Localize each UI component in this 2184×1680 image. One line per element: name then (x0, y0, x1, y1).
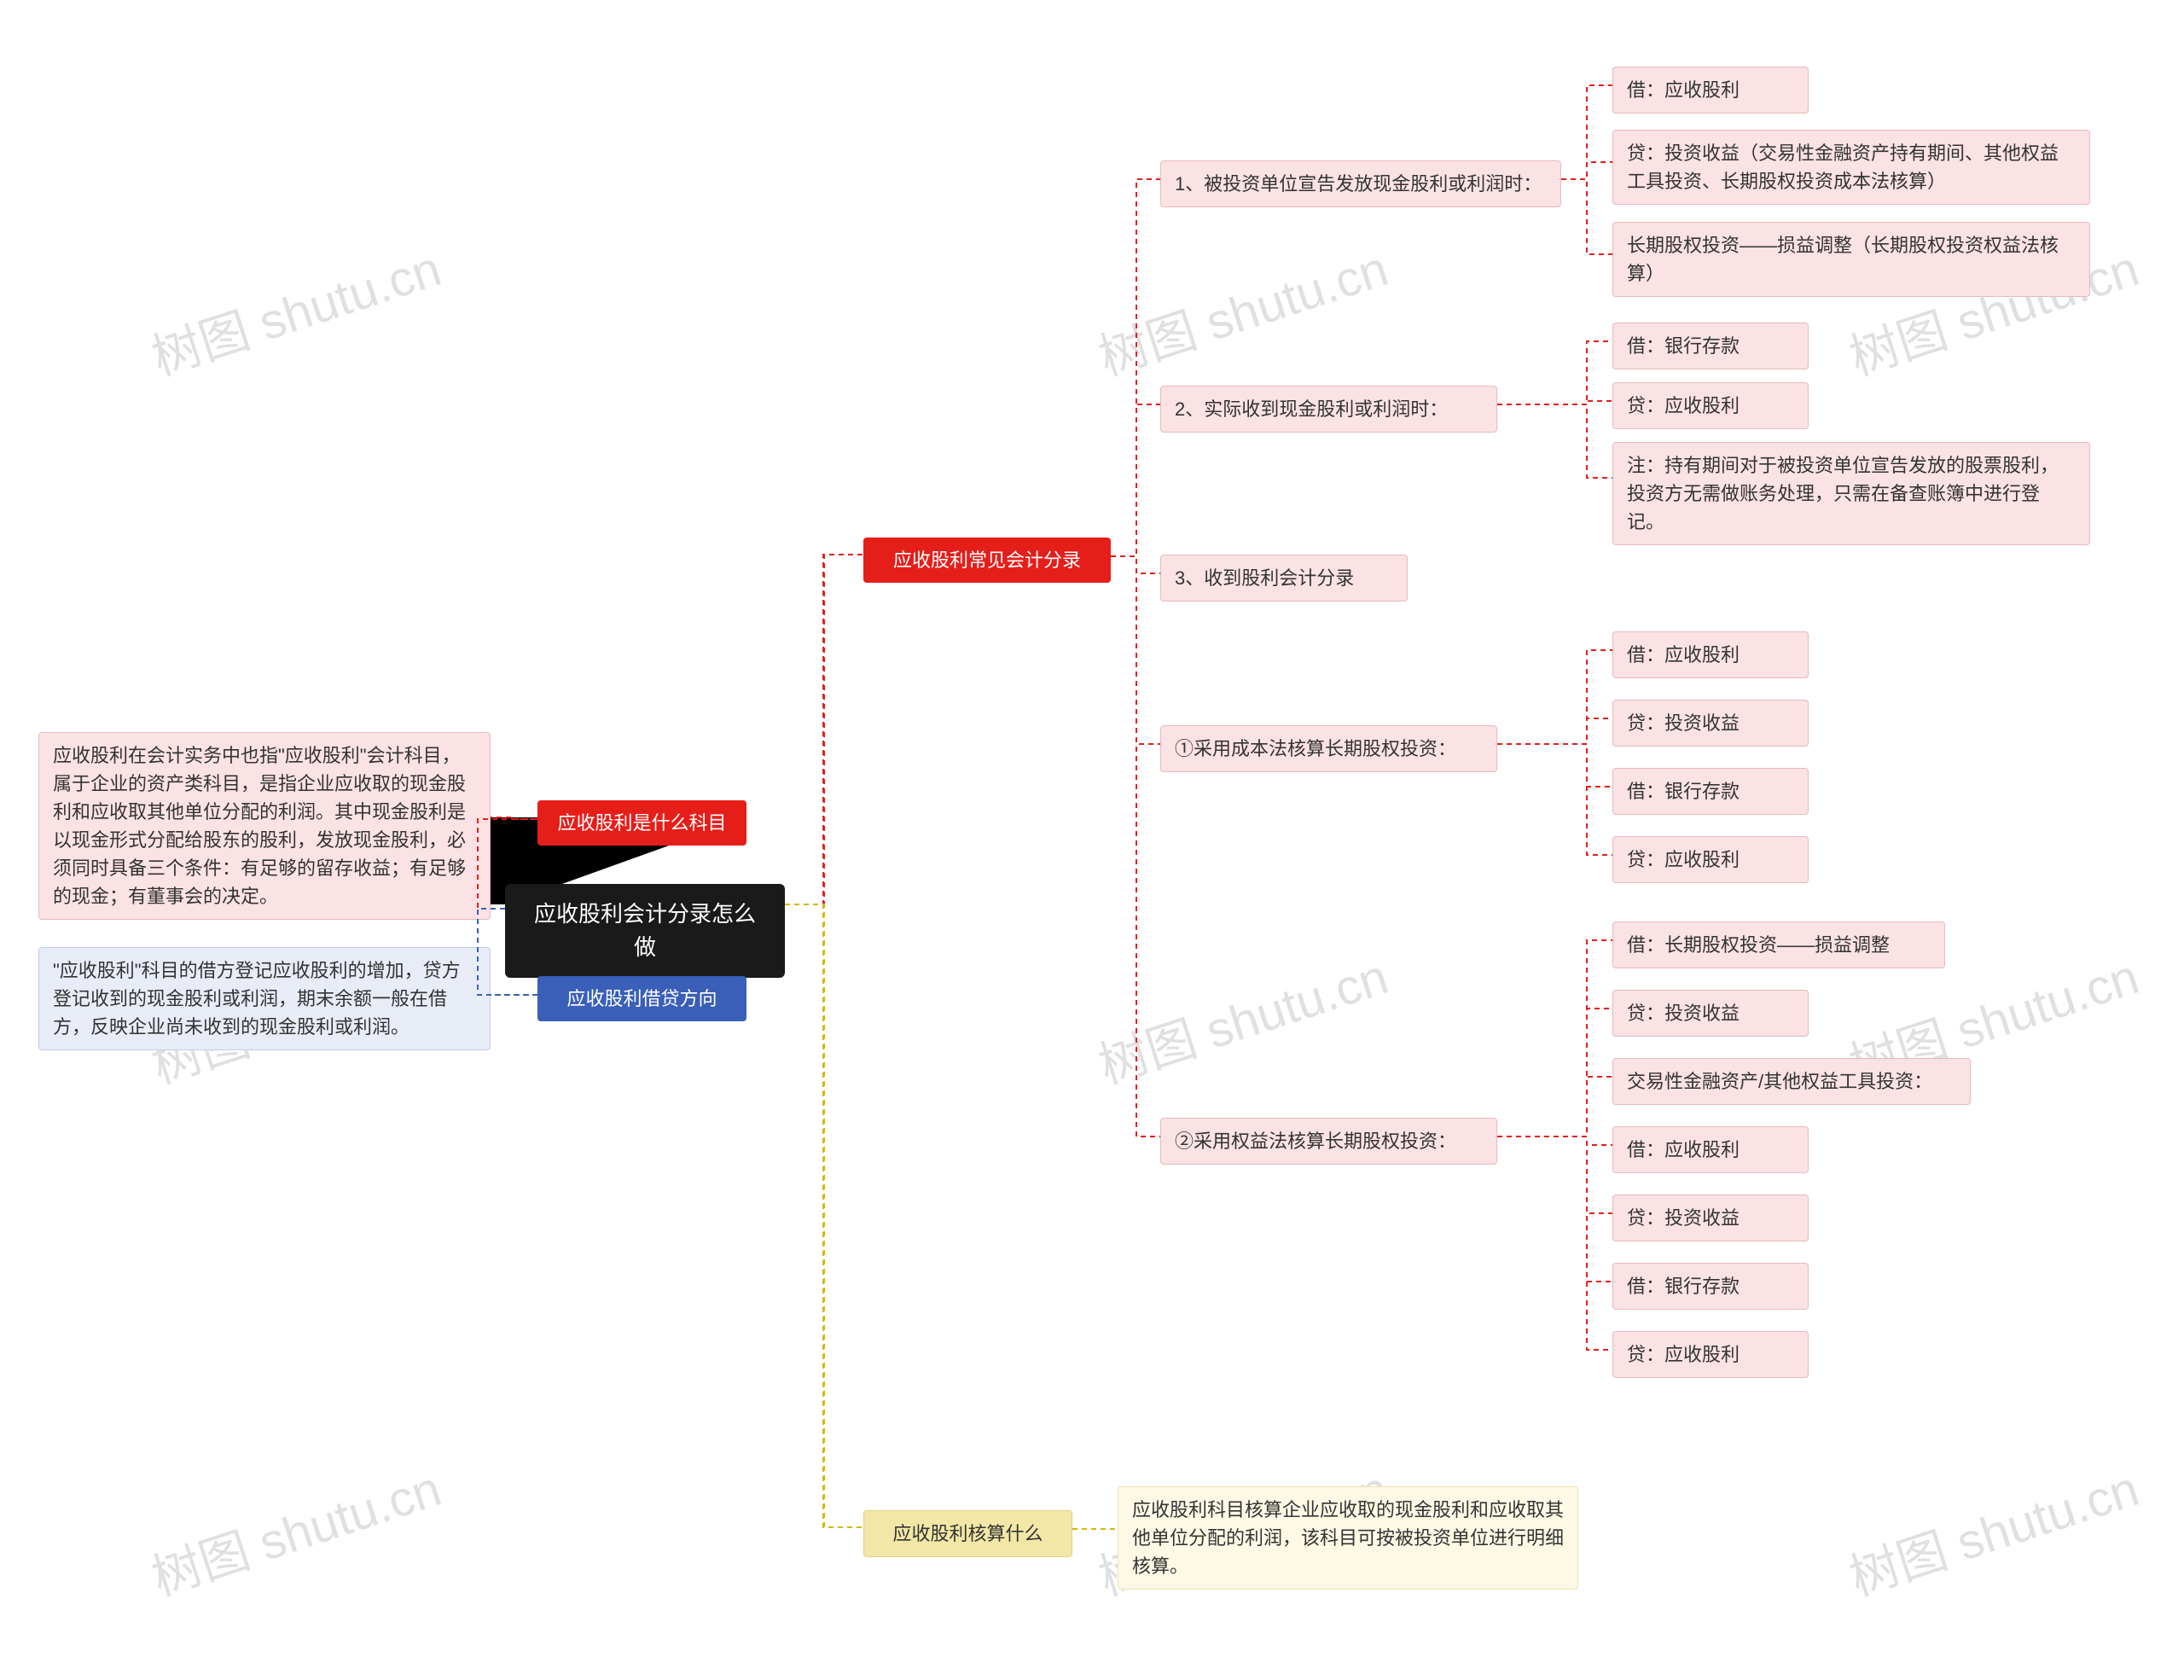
branch-common-entries: 应收股利常见会计分录 (863, 538, 1111, 583)
leaf-n5-e: 贷：投资收益 (1612, 1195, 1809, 1241)
leaf-n4-b: 贷：投资收益 (1612, 700, 1809, 747)
leaf-n5-a: 借：长期股权投资——损益调整 (1612, 921, 1945, 968)
leaf-n1-b: 贷：投资收益（交易性金融资产持有期间、其他权益工具投资、长期股权投资成本法核算） (1612, 130, 2090, 205)
node-n1: 1、被投资单位宣告发放现金股利或利润时： (1160, 160, 1561, 207)
node-n2: 2、实际收到现金股利或利润时： (1160, 386, 1497, 433)
node-n3: 3、收到股利会计分录 (1160, 555, 1408, 602)
leaf-n1-c: 长期股权投资——损益调整（长期股权投资权益法核算） (1612, 222, 2090, 297)
leaf-n4-d: 贷：应收股利 (1612, 836, 1809, 883)
watermark: 树图 shutu.cn (1839, 1449, 2146, 1609)
leaf-n2-b: 贷：应收股利 (1612, 382, 1809, 429)
branch-debit-credit: 应收股利借贷方向 (537, 976, 746, 1021)
leaf-n5-f: 借：银行存款 (1612, 1263, 1809, 1310)
leaf-n2-c: 注：持有期间对于被投资单位宣告发放的股票股利，投资方无需做账务处理，只需在备查账… (1612, 442, 2090, 545)
branch-calculates-what: 应收股利核算什么 (863, 1510, 1072, 1557)
watermark: 树图 shutu.cn (1089, 229, 1396, 389)
node-n4: ①采用成本法核算长期股权投资： (1160, 725, 1497, 772)
leaf-what-subject-desc: 应收股利在会计实务中也指"应收股利"会计科目，属于企业的资产类科目，是指企业应收… (38, 732, 491, 920)
leaf-n1-a: 借：应收股利 (1612, 67, 1809, 113)
leaf-calculates-desc: 应收股利科目核算企业应收取的现金股利和应收取其他单位分配的利润，该科目可按被投资… (1118, 1486, 1578, 1590)
branch-what-subject: 应收股利是什么科目 (537, 800, 746, 846)
leaf-n4-a: 借：应收股利 (1612, 631, 1809, 678)
leaf-n2-a: 借：银行存款 (1612, 323, 1809, 369)
leaf-debit-credit-desc: "应收股利"科目的借方登记应收股利的增加，贷方登记收到的现金股利或利润，期末余额… (38, 947, 491, 1050)
leaf-n5-c: 交易性金融资产/其他权益工具投资： (1612, 1058, 1971, 1105)
leaf-n4-c: 借：银行存款 (1612, 768, 1809, 815)
watermark: 树图 shutu.cn (1089, 937, 1396, 1097)
leaf-n5-d: 借：应收股利 (1612, 1126, 1809, 1173)
root-node: 应收股利会计分录怎么做 (505, 884, 785, 978)
watermark: 树图 shutu.cn (142, 229, 449, 389)
watermark: 树图 shutu.cn (142, 1449, 449, 1609)
leaf-n5-g: 贷：应收股利 (1612, 1331, 1809, 1378)
leaf-n5-b: 贷：投资收益 (1612, 990, 1809, 1037)
node-n5: ②采用权益法核算长期股权投资： (1160, 1118, 1497, 1165)
